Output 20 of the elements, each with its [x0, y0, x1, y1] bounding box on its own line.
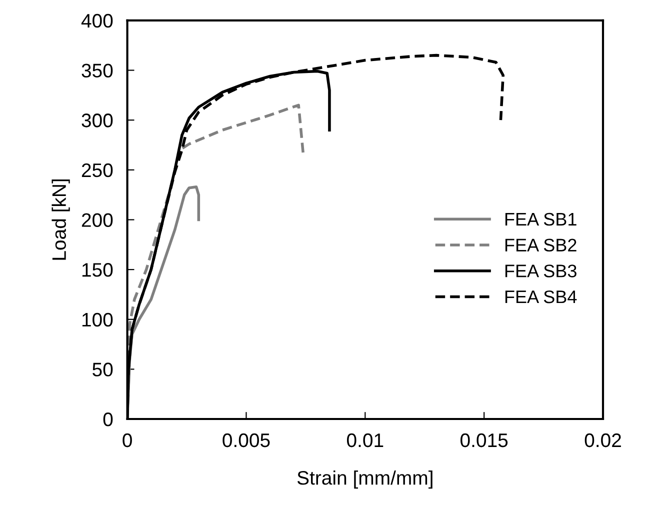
legend-label: FEA SB4	[505, 290, 577, 304]
y-tick-label: 100	[82, 312, 113, 327]
y-tick-label: 50	[92, 362, 113, 376]
x-tick-label: 0.02	[584, 433, 621, 448]
y-tick-label: 350	[82, 64, 113, 78]
x-axis-title: Strain [mm/mm]	[297, 470, 432, 489]
y-tick-label: 150	[82, 263, 113, 277]
y-axis-title: Load [kN]	[52, 180, 70, 260]
y-tick-label: 200	[82, 213, 113, 227]
legend-label: FEA SB2	[505, 238, 576, 252]
legend-label: FEA SB1	[505, 212, 576, 226]
x-tick-label: 0.005	[222, 433, 270, 448]
y-tick-label: 300	[82, 114, 113, 128]
legend-label: FEA SB3	[505, 264, 576, 278]
x-tick-label: 0.01	[346, 433, 384, 448]
y-tick-label: 0	[103, 412, 113, 426]
y-tick-label: 250	[82, 163, 113, 178]
x-tick-label: 0.015	[460, 433, 508, 448]
y-tick-label: 400	[81, 14, 113, 28]
x-tick-label: 0	[122, 433, 132, 448]
